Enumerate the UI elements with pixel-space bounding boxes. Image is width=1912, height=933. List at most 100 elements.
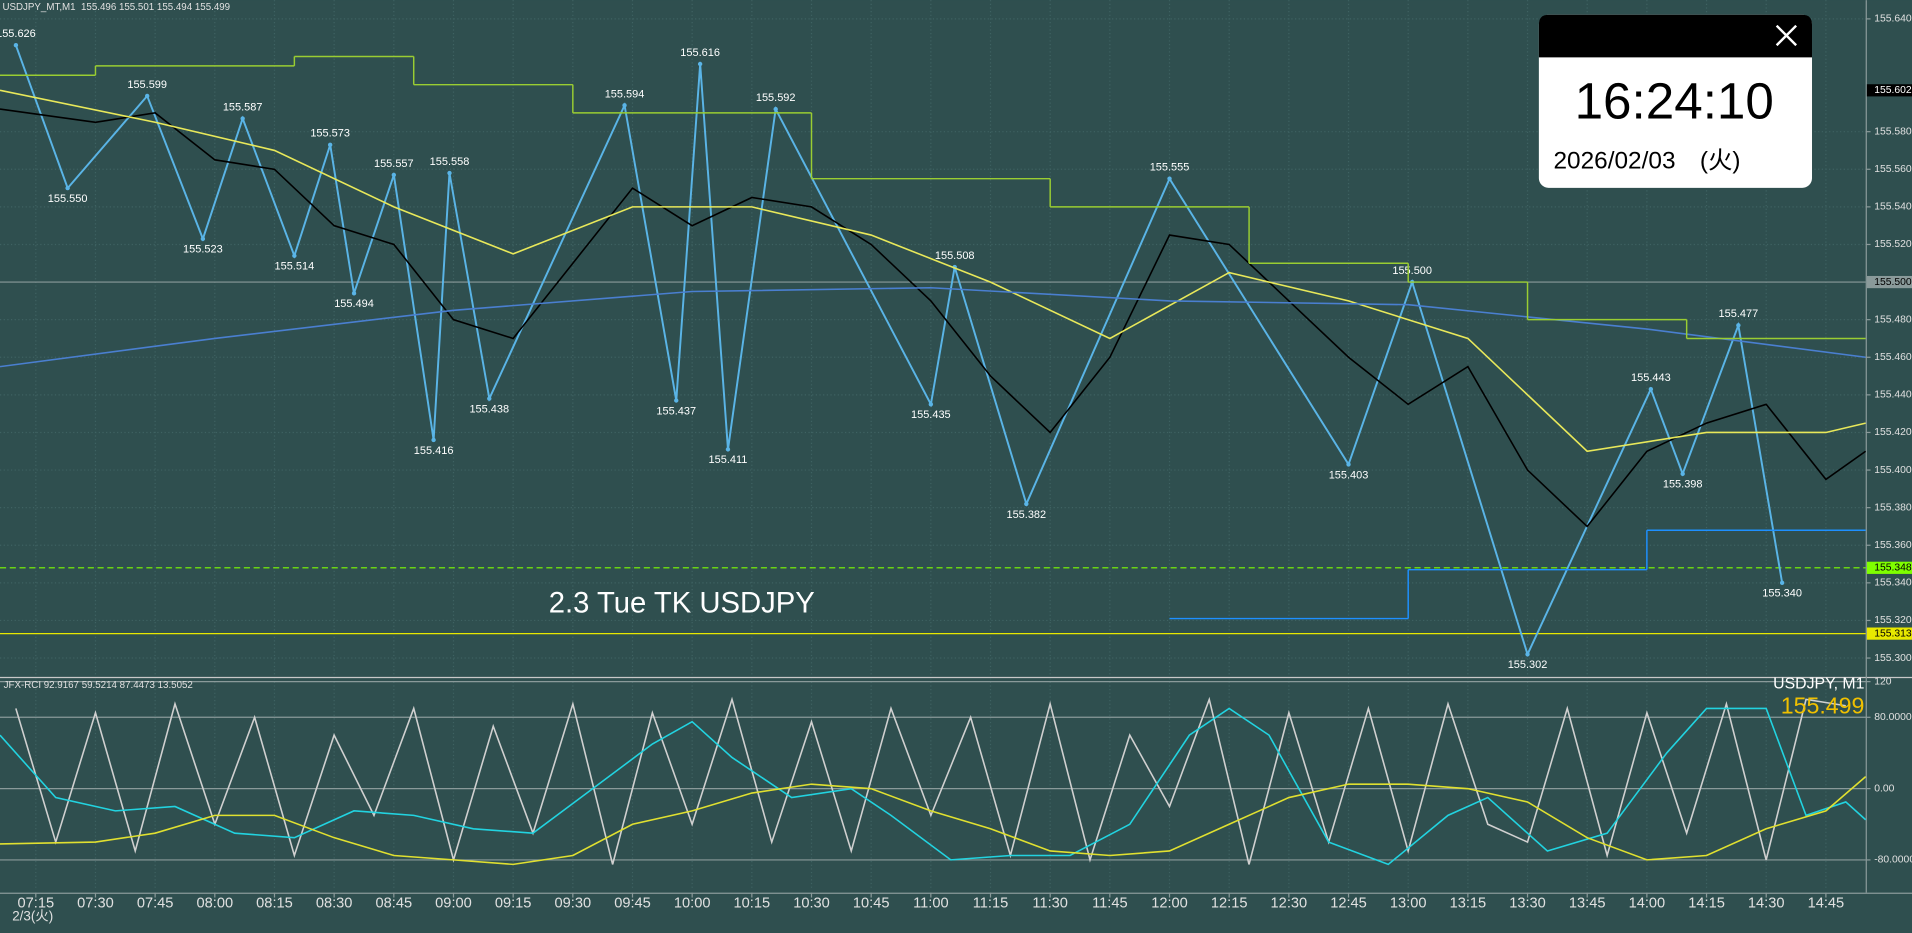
series-line <box>0 286 1866 368</box>
swing-point <box>144 93 150 99</box>
x-tick-label: 11:00 <box>913 896 949 912</box>
swing-label: 155.437 <box>656 405 696 417</box>
y-tick-label: 155.440 <box>1874 390 1912 401</box>
swing-point <box>1680 471 1685 477</box>
x-tick-label: 11:15 <box>973 896 1009 912</box>
y-tick-label: 155.640 <box>1874 14 1912 25</box>
y-tick-label: 155.580 <box>1874 126 1912 137</box>
swing-label: 155.573 <box>310 128 350 140</box>
swing-point <box>391 172 397 178</box>
series-line <box>15 696 1846 865</box>
swing-label: 155.550 <box>48 193 88 205</box>
series-line <box>0 775 1867 866</box>
swing-label: 155.523 <box>183 244 223 256</box>
clock-bar <box>1538 14 1813 58</box>
watermark: 2.3 Tue TK USDJPY <box>549 588 815 620</box>
swing-label: 155.411 <box>709 454 748 466</box>
swing-point <box>725 447 731 452</box>
swing-point <box>351 291 357 296</box>
swing-label: 155.340 <box>1762 588 1802 600</box>
x-tick-label: 13:00 <box>1390 896 1427 912</box>
level-label: 155.313 <box>1874 628 1912 639</box>
x-tick-label: 12:00 <box>1151 896 1188 912</box>
swing-point <box>1648 387 1654 392</box>
chart-title: USDJPY_MT,M1 155.496 155.501 155.494 155… <box>2 2 230 13</box>
y-tick-label: 155.320 <box>1874 615 1912 626</box>
swing-label: 155.494 <box>334 298 374 310</box>
swing-label: 155.557 <box>374 158 414 170</box>
y-tick-label: 155.560 <box>1874 164 1912 175</box>
swing-point <box>928 402 934 407</box>
x-tick-label: 08:45 <box>376 896 413 912</box>
y-tick-label: 155.380 <box>1874 502 1912 513</box>
swing-point <box>487 396 492 401</box>
swing-label: 155.416 <box>414 445 454 457</box>
y-tick-label: 155.400 <box>1874 465 1912 476</box>
x-tick-label: 08:30 <box>316 896 353 912</box>
swing-point <box>1346 462 1351 467</box>
level-box <box>1866 275 1912 289</box>
swing-label: 155.594 <box>605 88 645 100</box>
x-tick-label: 11:45 <box>1092 896 1128 912</box>
swing-point <box>1167 176 1172 181</box>
level-label: 155.348 <box>1874 563 1912 574</box>
swing-label: 155.587 <box>223 101 263 113</box>
x-tick-label: 10:15 <box>734 896 771 912</box>
swing-point <box>622 103 627 108</box>
swing-label: 155.443 <box>1631 372 1671 384</box>
x-tick-label: 14:30 <box>1748 896 1785 912</box>
close-button[interactable] <box>1775 24 1798 47</box>
swing-label: 155.616 <box>680 47 720 59</box>
series-line <box>0 89 1866 453</box>
y-tick-label: 80.0000 <box>1874 712 1912 723</box>
swing-label: 155.626 <box>0 28 36 40</box>
symbol-label: USDJPY, M1 <box>1773 675 1864 692</box>
swing-label: 155.477 <box>1719 308 1759 320</box>
y-tick-label: 155.520 <box>1874 239 1912 250</box>
swing-point <box>431 437 436 443</box>
x-tick-label: 10:00 <box>674 896 711 912</box>
swing-point <box>1024 501 1029 507</box>
swing-label: 155.438 <box>469 403 509 415</box>
y-tick-label: 155.340 <box>1874 578 1912 589</box>
x-tick-label: 14:45 <box>1808 896 1845 912</box>
x-tick-label: 09:15 <box>495 896 532 912</box>
x-tick-label: 09:00 <box>435 896 472 912</box>
level-box <box>1866 561 1912 574</box>
swing-point <box>200 236 206 242</box>
x-tick-label: 10:30 <box>793 896 830 912</box>
swing-point <box>65 185 70 191</box>
date-label: 2/3(火) <box>12 909 53 924</box>
x-tick-label: 14:15 <box>1688 896 1725 912</box>
swing-label: 155.500 <box>1392 265 1432 277</box>
swing-point <box>1736 323 1741 328</box>
level-box <box>1866 84 1912 97</box>
level-box <box>1866 627 1912 640</box>
y-tick-label: 120 <box>1874 676 1892 687</box>
x-tick-label: 10:45 <box>853 896 890 912</box>
swing-point <box>1779 580 1785 586</box>
swing-label: 155.398 <box>1663 479 1703 491</box>
swing-point <box>292 253 297 258</box>
swing-label: 155.514 <box>275 261 315 273</box>
last-price: 155.499 <box>1781 692 1865 718</box>
swing-point <box>697 61 703 67</box>
level-label: 155.500 <box>1874 277 1912 288</box>
swing-point <box>674 398 679 403</box>
swing-label: 155.435 <box>911 409 951 421</box>
series-line <box>0 707 1867 866</box>
x-tick-label: 08:00 <box>197 896 234 912</box>
x-tick-label: 07:45 <box>137 896 174 912</box>
swing-label: 155.403 <box>1329 469 1369 481</box>
y-tick-label: 155.360 <box>1874 540 1912 551</box>
swing-point <box>447 170 452 176</box>
clock-panel <box>1538 14 1813 188</box>
swing-point <box>773 106 778 112</box>
x-tick-label: 07:30 <box>77 896 114 912</box>
series-line <box>14 44 1784 657</box>
level-label: 155.602 <box>1874 85 1912 96</box>
x-tick-label: 13:30 <box>1509 896 1546 912</box>
clock-date: 2026/02/03 (火) <box>1554 148 1741 175</box>
